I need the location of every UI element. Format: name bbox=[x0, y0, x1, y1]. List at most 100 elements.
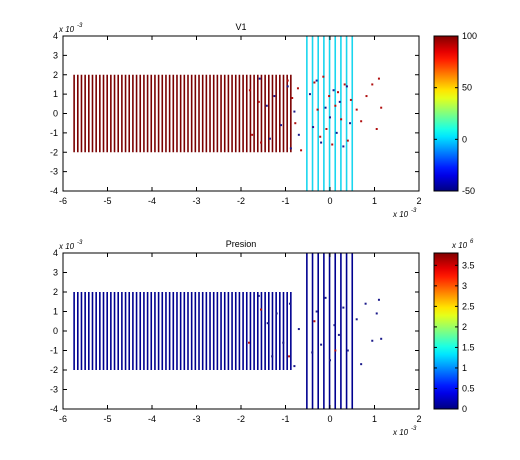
data-point bbox=[275, 312, 278, 315]
data-point bbox=[257, 100, 260, 103]
colorbar-tick-label: 50 bbox=[462, 83, 472, 93]
data-point bbox=[377, 77, 380, 80]
colorbar-tick-label: 0 bbox=[462, 134, 467, 144]
data-point bbox=[360, 120, 363, 123]
x-tick-label: 0 bbox=[327, 196, 332, 206]
x-tick-label: -2 bbox=[237, 414, 245, 424]
colorbar-tick-label: 0.5 bbox=[462, 383, 475, 393]
data-point bbox=[265, 104, 268, 107]
data-point bbox=[328, 95, 331, 98]
colorbar-tick-label: 1.5 bbox=[462, 342, 475, 352]
data-point bbox=[329, 359, 331, 362]
colorbar-multiplier: x 10 bbox=[451, 241, 468, 250]
data-point bbox=[266, 322, 269, 325]
data-point bbox=[329, 116, 331, 119]
y-tick-label: 4 bbox=[53, 248, 58, 258]
y-tick-label: 3 bbox=[53, 268, 58, 278]
data-point bbox=[334, 349, 337, 352]
data-point bbox=[257, 294, 260, 297]
data-point bbox=[248, 341, 251, 344]
colorbar-tick-label: 0 bbox=[462, 404, 467, 414]
data-point bbox=[297, 328, 300, 331]
data-point bbox=[371, 83, 374, 86]
data-point bbox=[380, 106, 383, 109]
x-tick-label: -5 bbox=[103, 196, 111, 206]
x-tick-label: 1 bbox=[372, 196, 377, 206]
data-point bbox=[380, 337, 383, 340]
data-point bbox=[345, 85, 348, 88]
y-tick-label: 3 bbox=[53, 50, 58, 60]
chart-title: Presion bbox=[226, 239, 257, 249]
chart-title: V1 bbox=[235, 22, 246, 32]
colorbar-tick-label: 2 bbox=[462, 322, 467, 332]
data-point bbox=[258, 77, 261, 80]
data-point bbox=[280, 124, 283, 127]
data-point bbox=[313, 81, 316, 84]
data-point bbox=[282, 341, 285, 344]
data-point bbox=[342, 145, 345, 148]
x-tick-label: -4 bbox=[148, 414, 156, 424]
data-point bbox=[315, 79, 318, 82]
data-point bbox=[319, 135, 322, 138]
x-axis-exponent: -3 bbox=[411, 426, 417, 432]
data-point bbox=[297, 133, 300, 136]
x-tick-label: -1 bbox=[281, 196, 289, 206]
y-tick-label: -1 bbox=[50, 128, 58, 138]
data-point bbox=[346, 349, 349, 352]
colorbar bbox=[433, 252, 459, 410]
data-point bbox=[268, 137, 271, 140]
data-point bbox=[291, 97, 294, 99]
data-point bbox=[349, 98, 352, 101]
x-tick-label: 2 bbox=[416, 196, 421, 206]
data-point bbox=[338, 100, 341, 103]
y-tick-label: -2 bbox=[50, 147, 58, 157]
y-tick-label: -2 bbox=[50, 365, 58, 375]
data-point bbox=[355, 318, 358, 321]
data-point bbox=[288, 355, 291, 358]
x-tick-label: -1 bbox=[281, 414, 289, 424]
colorbar-tick-label: -50 bbox=[462, 186, 475, 196]
data-point bbox=[251, 133, 254, 136]
data-point bbox=[248, 89, 251, 92]
data-point bbox=[320, 343, 323, 346]
y-tick-label: -3 bbox=[50, 167, 58, 177]
data-point bbox=[312, 126, 315, 129]
data-point bbox=[365, 95, 368, 98]
data-point bbox=[332, 89, 335, 92]
x-axis-multiplier: x 10 bbox=[392, 210, 409, 219]
data-point bbox=[260, 308, 263, 311]
data-point bbox=[334, 104, 337, 107]
y-tick-label: -1 bbox=[50, 346, 58, 356]
data-point bbox=[375, 312, 378, 315]
data-point bbox=[271, 355, 274, 358]
data-point bbox=[340, 118, 343, 121]
data-point bbox=[349, 122, 352, 125]
axes-frame bbox=[62, 252, 420, 410]
x-tick-label: -6 bbox=[59, 414, 67, 424]
colorbar-tick-label: 2.5 bbox=[462, 301, 475, 311]
y-tick-label: 1 bbox=[53, 307, 58, 317]
data-point bbox=[320, 141, 323, 144]
data-point bbox=[331, 143, 334, 146]
data-point bbox=[286, 79, 289, 82]
data-point bbox=[333, 324, 336, 327]
data-point bbox=[260, 141, 263, 144]
data-point bbox=[325, 128, 328, 130]
data-point bbox=[288, 302, 291, 305]
data-point bbox=[335, 131, 338, 134]
data-point bbox=[324, 106, 327, 109]
data-point bbox=[324, 296, 327, 299]
data-point bbox=[315, 310, 318, 313]
data-point bbox=[308, 93, 311, 96]
y-tick-label: -4 bbox=[50, 186, 58, 196]
y-tick-label: 0 bbox=[53, 326, 58, 336]
y-tick-label: 2 bbox=[53, 287, 58, 297]
y-tick-label: 1 bbox=[53, 89, 58, 99]
data-point bbox=[311, 351, 314, 354]
x-tick-label: -2 bbox=[237, 196, 245, 206]
x-axis-exponent: -3 bbox=[411, 208, 417, 214]
y-tick-label: 0 bbox=[53, 109, 58, 119]
y-axis-exponent: -3 bbox=[77, 240, 83, 246]
